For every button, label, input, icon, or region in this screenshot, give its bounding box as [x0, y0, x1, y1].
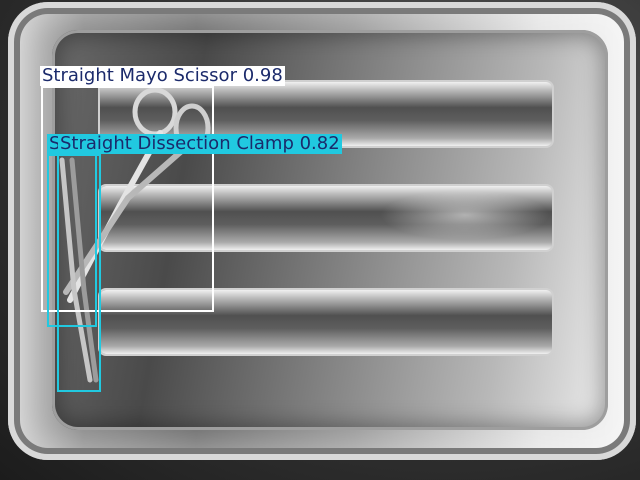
scissor-detection-label: Straight Mayo Scissor 0.98	[40, 65, 285, 86]
clamp-jaw	[69, 157, 99, 383]
clamp-detection-label-partial: S	[47, 133, 61, 154]
tray-rib	[100, 290, 552, 354]
clamp-bounding-box	[57, 154, 101, 392]
clamp-jaw	[59, 157, 93, 383]
clamp-detection-label: Straight Dissection Clamp 0.82	[58, 133, 342, 154]
scissor-bounding-box	[41, 86, 214, 312]
light-glare	[380, 190, 550, 240]
scissor-blade	[63, 145, 188, 295]
